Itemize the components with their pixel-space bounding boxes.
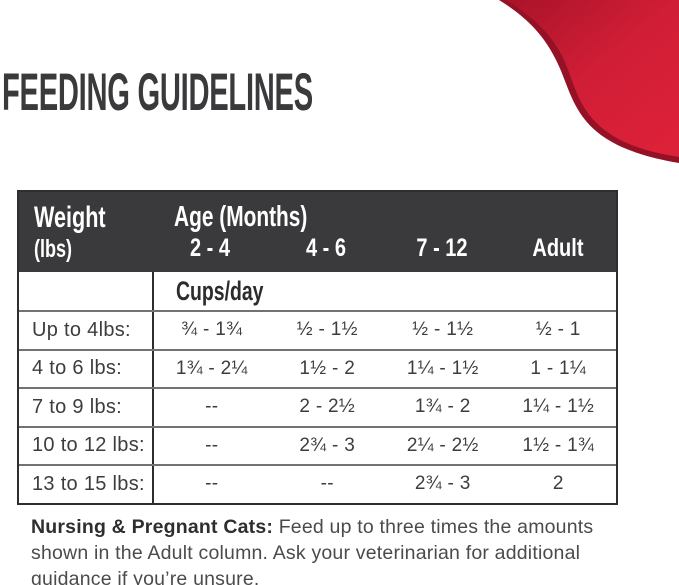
footnote-line-1: Nursing & Pregnant Cats: Feed up to thre… (31, 514, 651, 540)
weight-header-label: Weight (34, 201, 106, 234)
age-col-adult: Adult (532, 234, 584, 262)
cell-value: ½ - 1½ (296, 319, 358, 341)
cell-value: 1¼ - 1½ (406, 357, 479, 379)
cell-value: 2¼ - 2½ (406, 434, 479, 456)
nursing-pregnant-footnote: Nursing & Pregnant Cats: Feed up to thre… (31, 514, 651, 585)
cell-value: 1½ - 1¾ (522, 434, 595, 456)
cell-value: -- (205, 396, 219, 418)
row-values: -- 2 - 2½ 1¾ - 2 1¼ - 1½ (152, 389, 616, 426)
feeding-table: Weight (lbs) Age (Months) 2 - 4 4 - 6 7 … (17, 190, 618, 505)
cell-value: 2¾ - 3 (299, 434, 356, 456)
red-swoosh-graphic (499, 0, 679, 163)
table-row: 13 to 15 lbs: -- -- 2¾ - 3 2 (19, 464, 616, 503)
header-age-cell: Age (Months) 2 - 4 4 - 6 7 - 12 Adult (152, 192, 616, 272)
row-weight-label: 10 to 12 lbs: (32, 434, 145, 457)
row-values: -- 2¾ - 3 2¼ - 2½ 1½ - 1¾ (152, 427, 616, 464)
footnote-line-2: shown in the Adult column. Ask your vete… (31, 542, 581, 564)
row-weight-label: 13 to 15 lbs: (32, 472, 145, 495)
cell-value: -- (205, 434, 219, 456)
row-weight-label: 4 to 6 lbs: (32, 357, 123, 380)
cell-value: ½ - 1 (535, 319, 581, 341)
row-values: ¾ - 1¾ ½ - 1½ ½ - 1½ ½ - 1 (152, 312, 616, 349)
table-row: 7 to 9 lbs: -- 2 - 2½ 1¾ - 2 1¼ - 1½ (19, 387, 616, 426)
cell-value: 2 (552, 473, 564, 495)
age-col-4-6: 4 - 6 (305, 234, 347, 262)
cell-value: 1½ - 2 (299, 357, 356, 379)
cell-value: -- (205, 473, 219, 495)
cell-value: ½ - 1½ (412, 319, 474, 341)
footnote-lead: Nursing & Pregnant Cats: (31, 516, 274, 538)
table-row: 4 to 6 lbs: 1¾ - 2¼ 1½ - 2 1¼ - 1½ 1 - 1… (19, 348, 616, 387)
age-col-2-4: 2 - 4 (189, 234, 231, 262)
row-values: -- -- 2¾ - 3 2 (152, 466, 616, 503)
table-row: Up to 4lbs: ¾ - 1¾ ½ - 1½ ½ - 1½ ½ - 1 (19, 310, 616, 349)
page-title: FEEDING GUIDELINES (2, 66, 567, 119)
cell-value: ¾ - 1¾ (181, 319, 243, 341)
units-row: Cups/day (19, 272, 616, 310)
age-header-label: Age (Months) (174, 201, 308, 233)
row-weight-label: Up to 4lbs: (32, 318, 131, 341)
cell-value: 2 - 2½ (299, 396, 356, 418)
table-row: 10 to 12 lbs: -- 2¾ - 3 2¼ - 2½ 1½ - 1¾ (19, 425, 616, 464)
cell-value: 1¾ - 2 (414, 396, 471, 418)
units-row-spacer (19, 272, 152, 310)
header-weight-cell: Weight (lbs) (19, 192, 152, 272)
cell-value: 1¼ - 1½ (522, 396, 595, 418)
footnote-line-1-rest: Feed up to three times the amounts (273, 516, 594, 538)
footnote-line-3: guidance if you’re unsure. (31, 568, 260, 585)
row-weight-label: 7 to 9 lbs: (32, 395, 123, 418)
cell-value: -- (320, 473, 334, 495)
row-values: 1¾ - 2¼ 1½ - 2 1¼ - 1½ 1 - 1¼ (152, 350, 616, 387)
table-header: Weight (lbs) Age (Months) 2 - 4 4 - 6 7 … (19, 192, 616, 272)
units-label: Cups/day (152, 272, 616, 310)
age-col-7-12: 7 - 12 (416, 234, 468, 262)
age-column-headers: 2 - 4 4 - 6 7 - 12 Adult (152, 234, 616, 263)
cell-value: 2¾ - 3 (414, 473, 471, 495)
cell-value: 1 - 1¼ (530, 357, 587, 379)
cell-value: 1¾ - 2¼ (175, 357, 248, 379)
weight-units-label: (lbs) (34, 235, 73, 263)
page-title-text: FEEDING GUIDELINES (2, 63, 313, 122)
